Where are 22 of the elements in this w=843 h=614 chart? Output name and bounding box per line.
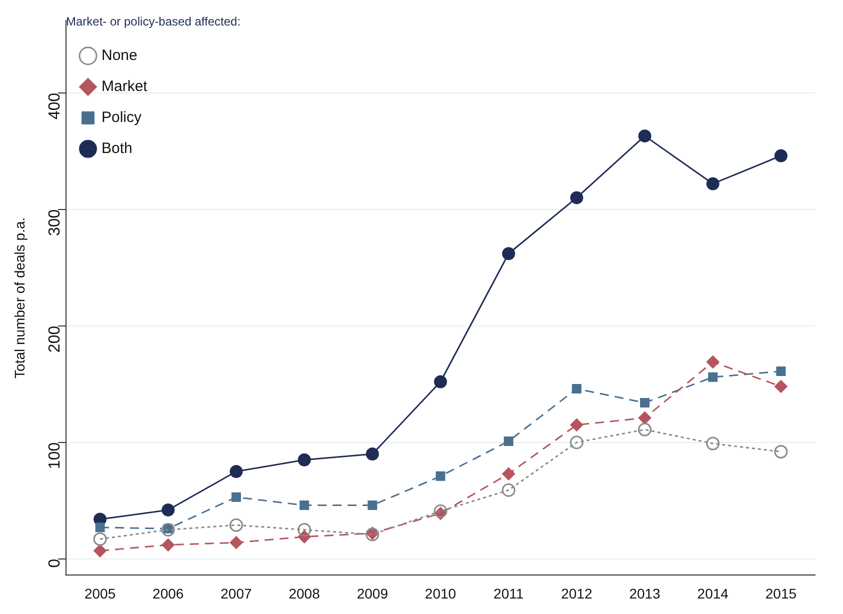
x-tick-label: 2009 [356,585,388,602]
legend-title: Market- or policy-based affected: [66,14,241,28]
x-tick-label: 2007 [220,585,252,602]
x-tick-label: 2012 [561,585,592,602]
x-tick-label: 2015 [765,585,797,602]
x-tick-label: 2006 [152,585,184,602]
y-tick-label: 300 [46,209,64,236]
legend-label: Market [102,78,148,96]
legend-label: Both [102,140,132,158]
y-axis-title: Total number of deals p.a. [11,217,28,378]
y-tick-label: 0 [46,558,64,568]
y-tick-label: 100 [46,442,64,470]
y-tick-label: 200 [46,326,64,353]
x-tick-label: 2013 [629,585,661,602]
x-tick-label: 2011 [494,585,524,602]
y-tick-label: 400 [46,92,64,120]
x-tick-label: 2010 [424,585,456,602]
legend-label: None [102,47,138,64]
x-tick-label: 2014 [697,585,729,602]
x-tick-label: 2008 [288,585,320,602]
legend-label: Policy [102,109,142,126]
x-tick-label: 2005 [84,585,116,602]
